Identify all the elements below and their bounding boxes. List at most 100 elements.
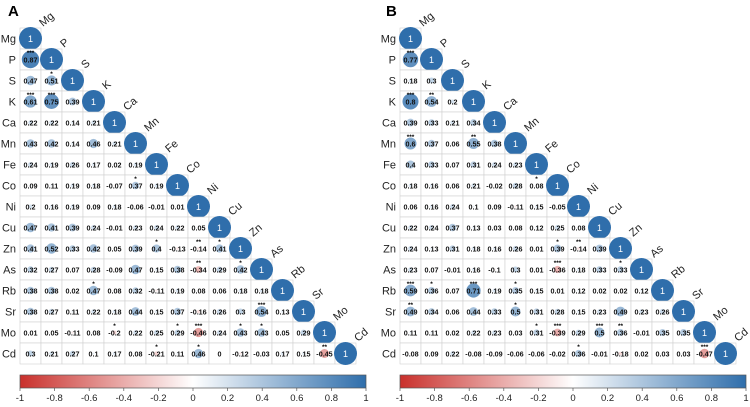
column-label: Cd: [732, 326, 750, 344]
correlation-circle: [49, 162, 54, 167]
correlation-circle: [47, 139, 56, 148]
colorbar-tick-label: 0: [190, 393, 195, 404]
row-label: S: [389, 76, 396, 88]
significance-stars: ***: [27, 92, 35, 99]
correlation-value: 0.54: [425, 98, 439, 107]
correlation-value: 0.08: [87, 329, 101, 338]
correlation-circle: [92, 205, 95, 208]
row-label: Ca: [2, 118, 17, 130]
significance-stars: *: [92, 281, 95, 288]
correlation-circle: [50, 184, 53, 187]
correlation-circle: [88, 285, 99, 296]
correlation-value: 0.42: [234, 266, 248, 275]
correlation-value: 0.38: [24, 308, 38, 317]
diagonal-value: 1: [301, 307, 306, 317]
correlation-circle: [89, 244, 98, 253]
correlation-circle: [680, 329, 687, 336]
correlation-value: 0.11: [66, 308, 80, 317]
correlation-value: 0.47: [129, 266, 143, 275]
column-label: Fe: [163, 138, 181, 155]
correlation-value: -0.34: [190, 266, 206, 275]
correlation-value: 0.03: [509, 329, 523, 338]
correlation-value: 0.03: [677, 350, 691, 359]
column-label: P: [58, 36, 71, 50]
correlation-circle: [112, 330, 117, 335]
correlation-value: 0.39: [551, 245, 565, 254]
correlation-value: 0.16: [425, 203, 439, 212]
colorbar-tick-label: 0.4: [256, 393, 269, 404]
correlation-circle: [113, 268, 116, 271]
diagonal-circle: [630, 258, 653, 281]
correlation-value: 0.6: [406, 140, 416, 149]
significance-stars: ***: [470, 281, 478, 288]
correlation-circle: [471, 183, 476, 188]
correlation-value: 0.29: [297, 329, 311, 338]
significance-stars: ***: [407, 134, 415, 141]
correlation-value: -0.13: [169, 245, 185, 254]
correlation-value: 0.23: [635, 308, 649, 317]
correlation-circle: [575, 329, 582, 336]
correlation-value: 0.31: [530, 308, 544, 317]
colorbar-tick-label: 0.6: [290, 393, 303, 404]
correlation-circle: [615, 306, 626, 317]
row-label: Mn: [1, 139, 16, 151]
correlation-circle: [92, 352, 95, 355]
colorbar-tick-label: 1: [363, 393, 368, 404]
correlation-circle: [553, 244, 562, 253]
correlation-circle: [451, 184, 454, 187]
significance-stars: *: [535, 176, 538, 183]
correlation-circle: [47, 286, 56, 295]
correlation-value: 0.22: [45, 119, 59, 128]
significance-stars: ***: [407, 281, 415, 288]
correlation-value: 0.15: [150, 308, 164, 317]
correlation-circle: [430, 247, 433, 250]
correlation-circle: [113, 184, 116, 187]
correlation-circle: [155, 268, 158, 271]
correlation-value: -0.46: [190, 329, 206, 338]
column-label: Ca: [121, 94, 140, 113]
correlation-circle: [131, 244, 140, 253]
correlation-circle: [535, 205, 538, 208]
correlation-value: 0.35: [656, 329, 670, 338]
correlation-value: 0.03: [656, 350, 670, 359]
correlation-value: -0.02: [549, 350, 565, 359]
correlation-value: 0.05: [192, 224, 206, 233]
correlation-circle: [402, 51, 419, 68]
column-label: Zn: [627, 222, 645, 239]
correlation-circle: [90, 266, 97, 273]
correlation-circle: [28, 204, 33, 209]
correlation-circle: [574, 349, 583, 358]
column-label: Cd: [352, 326, 370, 344]
diagonal-circle: [651, 279, 674, 302]
colorbar-tick-label: -0.6: [461, 393, 477, 404]
correlation-value: 0.17: [108, 350, 122, 359]
diagonal-value: 1: [259, 265, 264, 275]
correlation-circle: [408, 246, 413, 251]
correlation-value: 0.18: [255, 287, 269, 296]
row-label: Co: [382, 181, 396, 193]
diagonal-value: 1: [175, 181, 180, 191]
significance-stars: **: [196, 260, 202, 267]
correlation-value: 0.35: [677, 329, 691, 338]
correlation-circle: [492, 288, 497, 293]
diagonal-circle: [420, 48, 443, 71]
significance-stars: *: [514, 302, 517, 309]
correlation-value: -0.08: [402, 350, 418, 359]
correlation-value: -0.06: [127, 203, 143, 212]
correlation-value: -0.12: [232, 350, 248, 359]
diagonal-value: 1: [639, 265, 644, 275]
correlation-value: 0.23: [593, 308, 607, 317]
correlation-value: 0.3: [511, 266, 521, 275]
column-label: As: [268, 243, 286, 261]
colorbar-tick-label: -1: [396, 393, 404, 404]
significance-stars: *: [239, 323, 242, 330]
correlation-value: 0.02: [446, 329, 460, 338]
correlation-value: 0.32: [24, 266, 38, 275]
correlation-circle: [113, 289, 116, 292]
correlation-value: 0.08: [129, 350, 143, 359]
correlation-circle: [428, 119, 435, 126]
correlation-circle: [236, 328, 245, 337]
significance-stars: **: [618, 323, 624, 330]
correlation-circle: [257, 328, 266, 337]
correlation-circle: [26, 244, 35, 253]
